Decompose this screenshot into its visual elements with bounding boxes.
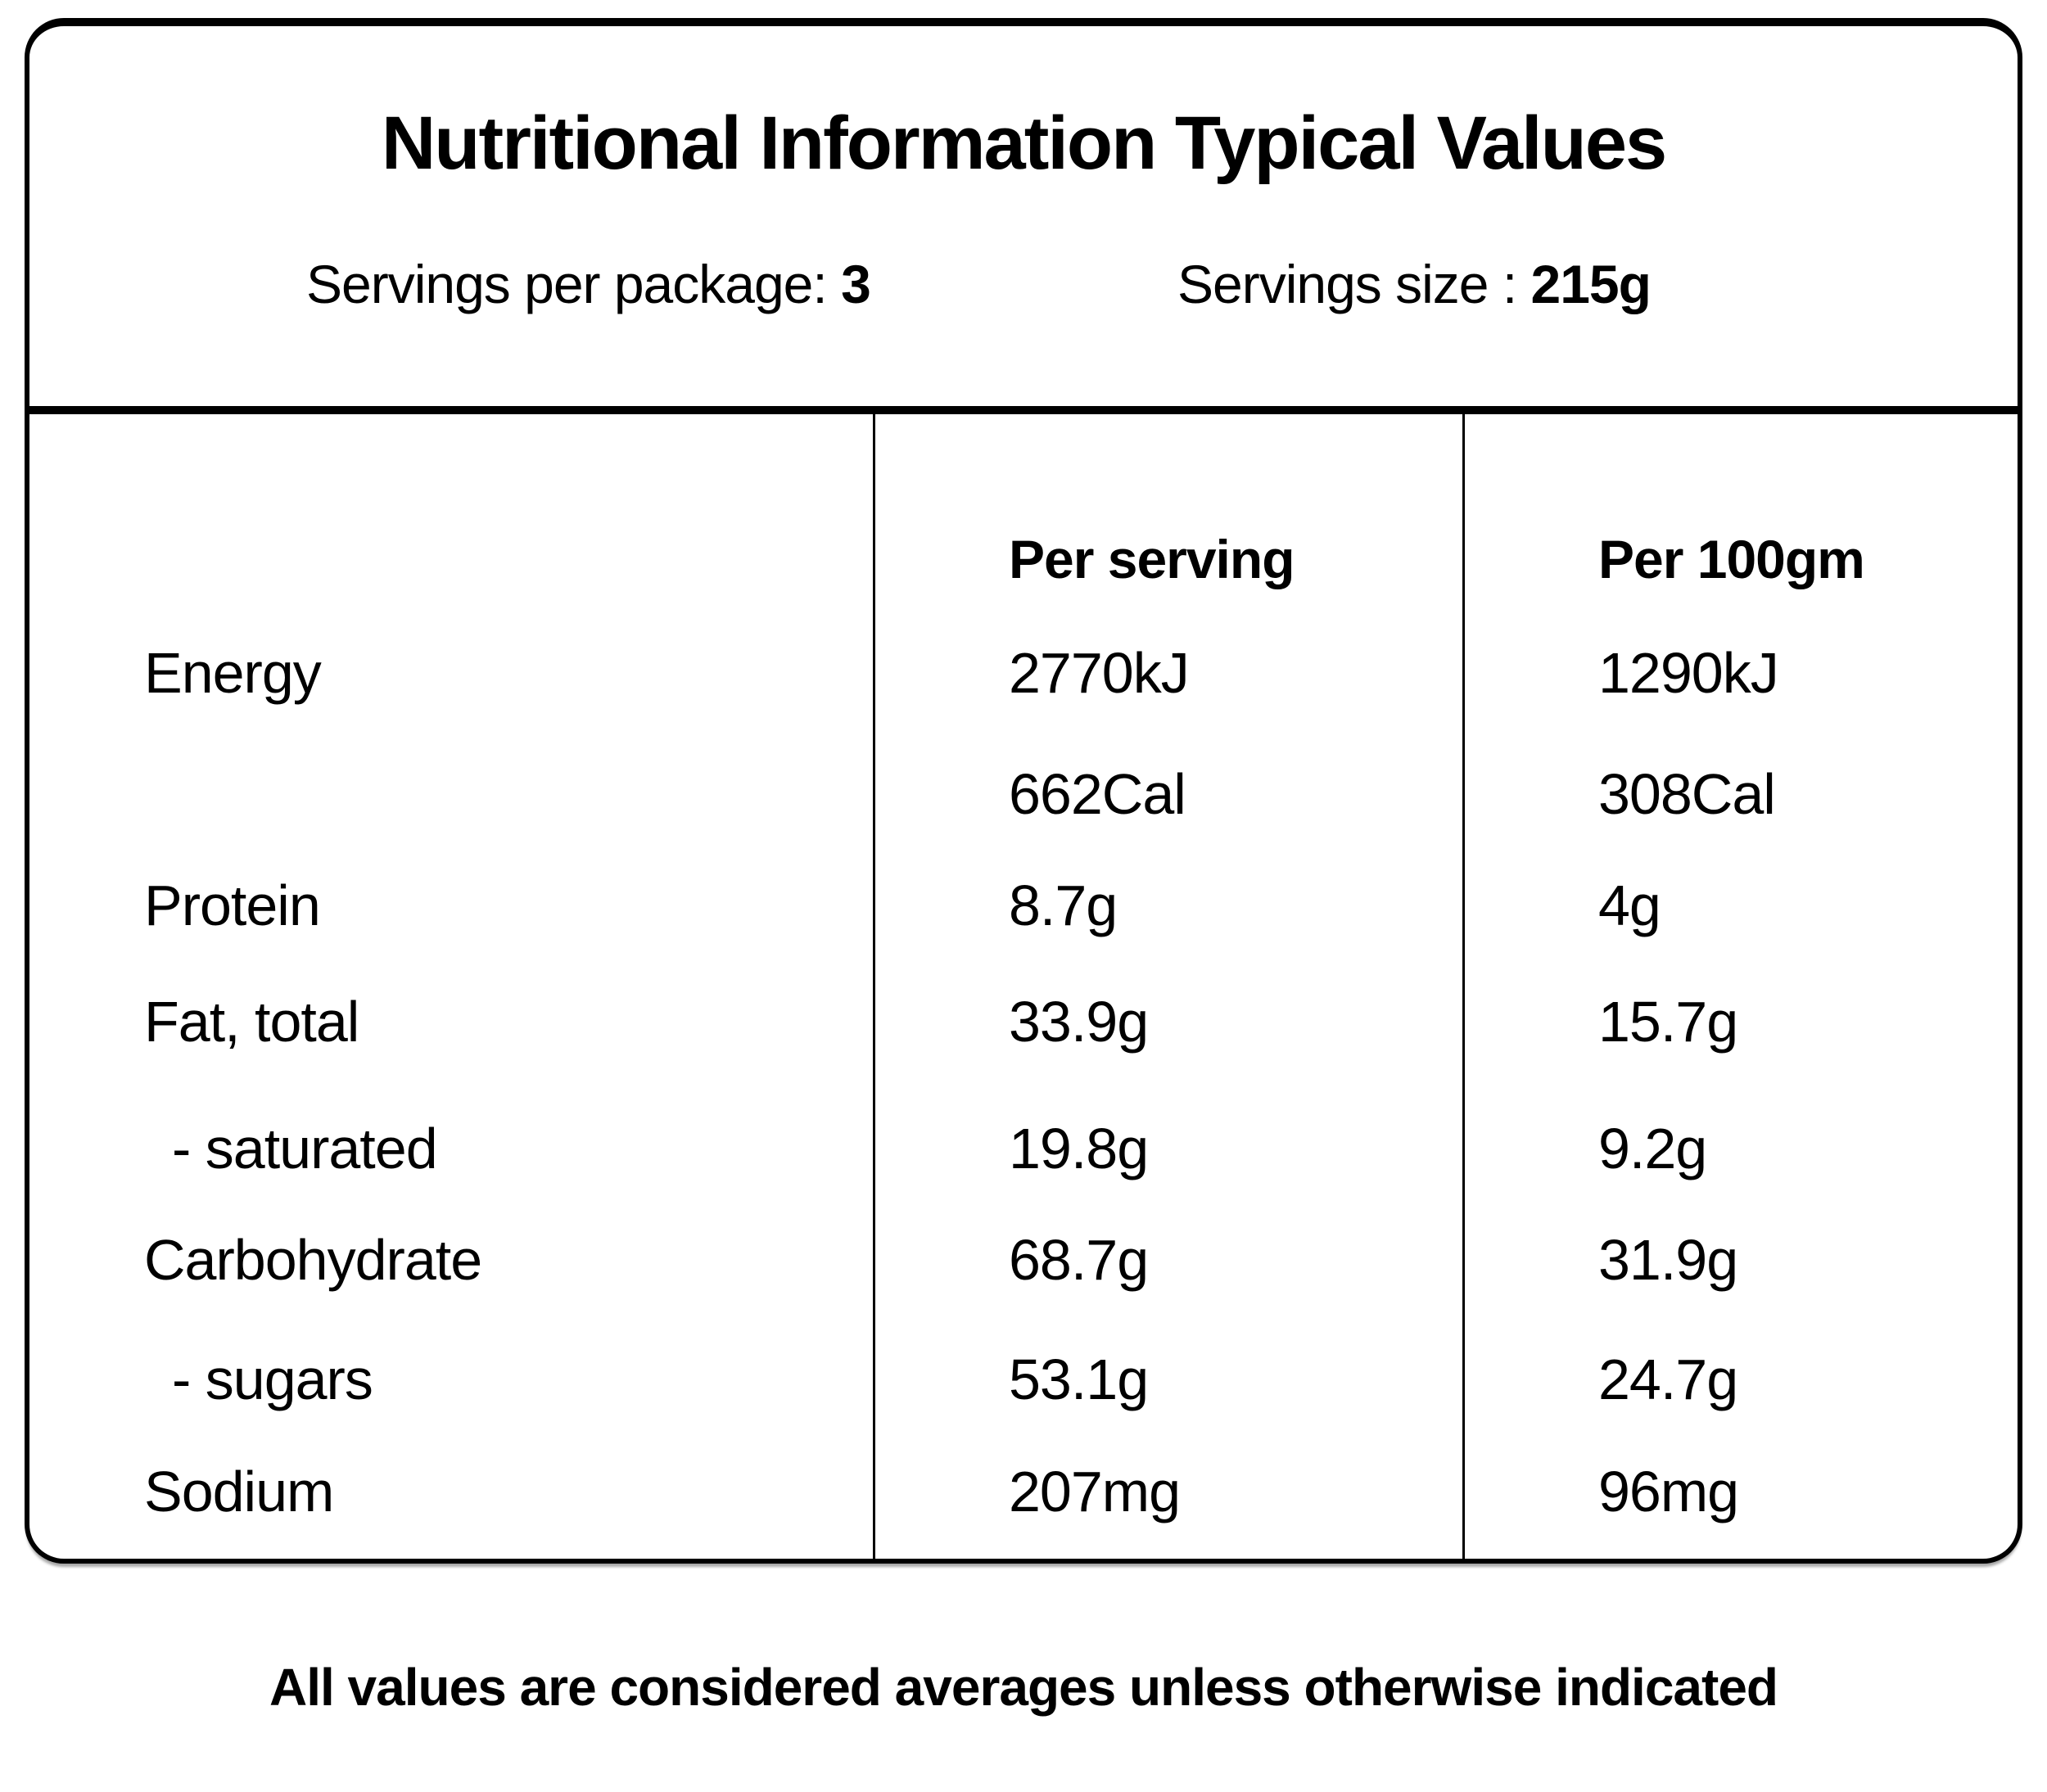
table-row-fat-total: Fat, total 33.9g 15.7g bbox=[29, 984, 2018, 1059]
row-label: Carbohydrate bbox=[144, 1228, 482, 1292]
servings-size-value: 215g bbox=[1530, 254, 1652, 314]
row-label: Protein bbox=[144, 873, 321, 937]
row-value-per-serving: 33.9g bbox=[1009, 990, 1149, 1054]
row-value-per-100gm: 96mg bbox=[1598, 1460, 1739, 1523]
row-value-per-100gm: 308Cal bbox=[1598, 762, 1776, 826]
row-value-per-100gm: 4g bbox=[1598, 873, 1661, 937]
table-row-saturated: - saturated 19.8g 9.2g bbox=[29, 1111, 2018, 1186]
servings-row: Servings per package: 3 Servings size : … bbox=[29, 247, 2018, 321]
table-row-energy-cal: 662Cal 308Cal bbox=[29, 756, 2018, 832]
header-separator-line bbox=[25, 406, 2022, 414]
row-label: Sodium bbox=[144, 1460, 334, 1523]
servings-size: Servings size : 215g bbox=[1177, 247, 1652, 321]
row-value-per-serving: 68.7g bbox=[1009, 1228, 1149, 1292]
row-value-per-serving: 8.7g bbox=[1009, 873, 1118, 937]
table-row-protein: Protein 8.7g 4g bbox=[29, 868, 2018, 943]
table-row-sugars: - sugars 53.1g 24.7g bbox=[29, 1342, 2018, 1417]
column-divider-1 bbox=[873, 413, 875, 1559]
column-divider-2 bbox=[1462, 413, 1465, 1559]
label-box: Nutritional Information Typical Values S… bbox=[25, 18, 2022, 1564]
row-value-per-100gm: 24.7g bbox=[1598, 1347, 1738, 1411]
row-value-per-serving: 19.8g bbox=[1009, 1117, 1149, 1180]
servings-per-package: Servings per package: 3 bbox=[306, 247, 871, 321]
row-value-per-serving: 662Cal bbox=[1009, 762, 1186, 826]
row-value-per-100gm: 1290kJ bbox=[1598, 641, 1779, 705]
row-value-per-100gm: 15.7g bbox=[1598, 990, 1738, 1054]
row-value-per-serving: 2770kJ bbox=[1009, 641, 1190, 705]
row-label: - saturated bbox=[172, 1117, 438, 1180]
column-header-per-100gm: Per 100gm bbox=[1598, 529, 1865, 589]
servings-per-package-value: 3 bbox=[841, 254, 871, 314]
table-header-row: Per serving Per 100gm bbox=[29, 521, 2018, 597]
page-title: Nutritional Information Typical Values bbox=[381, 102, 1667, 185]
row-value-per-100gm: 31.9g bbox=[1598, 1228, 1738, 1292]
servings-per-package-label: Servings per package: bbox=[306, 254, 828, 314]
row-label: Fat, total bbox=[144, 990, 359, 1054]
servings-size-label: Servings size : bbox=[1177, 254, 1517, 314]
row-value-per-serving: 53.1g bbox=[1009, 1347, 1149, 1411]
row-value-per-serving: 207mg bbox=[1009, 1460, 1181, 1523]
table-row-energy: Energy 2770kJ 1290kJ bbox=[29, 635, 2018, 711]
footer-disclaimer: All values are considered averages unles… bbox=[269, 1658, 1778, 1717]
column-header-per-serving: Per serving bbox=[1009, 529, 1295, 589]
table-row-sodium: Sodium 207mg 96mg bbox=[29, 1454, 2018, 1529]
table-row-carbohydrate: Carbohydrate 68.7g 31.9g bbox=[29, 1222, 2018, 1298]
row-label: - sugars bbox=[172, 1347, 373, 1411]
row-value-per-100gm: 9.2g bbox=[1598, 1117, 1707, 1180]
row-label: Energy bbox=[144, 641, 322, 705]
